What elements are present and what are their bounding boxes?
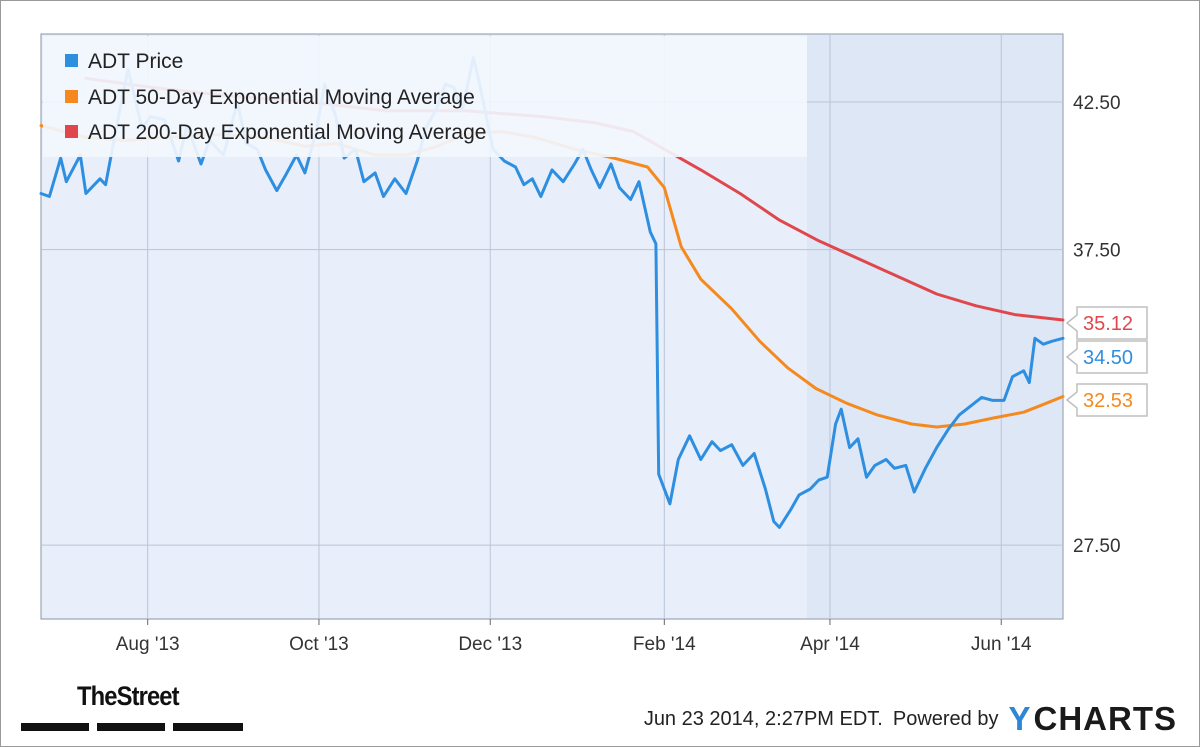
x-tick-label: Aug '13	[116, 634, 180, 655]
legend-label-price: ADT Price	[88, 50, 183, 73]
end-label-price: 34.50	[1065, 340, 1148, 374]
legend-swatch-price	[65, 54, 78, 67]
ycharts-y-icon: Y	[1008, 700, 1032, 737]
x-tick-label: Feb '14	[633, 634, 696, 655]
y-tick-label: 37.50	[1073, 241, 1121, 262]
legend-background	[43, 36, 807, 157]
plot-last-month-shade	[807, 35, 1062, 618]
timestamp: Jun 23 2014, 2:27PM EDT.	[643, 707, 883, 730]
x-tick-label: Dec '13	[458, 634, 522, 655]
thestreet-logo: TheStreet	[21, 681, 243, 733]
end-label-ema50: 32.53	[1065, 383, 1148, 417]
end-label-ema200: 35.12	[1065, 306, 1148, 340]
x-tick-label: Apr '14	[800, 634, 860, 655]
powered-by-text: Powered by	[892, 707, 999, 730]
legend-label-ema200: ADT 200-Day Exponential Moving Average	[88, 121, 486, 144]
chart-footer: Jun 23 2014, 2:27PM EDT. Powered by Y CH…	[644, 699, 1177, 739]
y-tick-label: 27.50	[1073, 536, 1121, 557]
legend-swatch-ema50	[65, 90, 78, 103]
x-tick-label: Oct '13	[289, 634, 349, 655]
y-tick-label: 42.50	[1073, 93, 1121, 114]
svg-text:35.12: 35.12	[1083, 313, 1133, 335]
legend-label-ema50: ADT 50-Day Exponential Moving Average	[88, 86, 475, 109]
legend-swatch-ema200	[65, 125, 78, 138]
x-tick-label: Jun '14	[971, 634, 1032, 655]
thestreet-wordmark: TheStreet	[77, 681, 180, 711]
svg-text:34.50: 34.50	[1083, 347, 1133, 369]
svg-text:32.53: 32.53	[1083, 390, 1133, 412]
ycharts-logo[interactable]: Y CHARTS	[1008, 700, 1177, 738]
legend: ADT Price ADT 50-Day Exponential Moving …	[43, 36, 807, 157]
ycharts-wordmark: CHARTS	[1033, 700, 1177, 737]
thestreet-bars	[21, 723, 243, 731]
